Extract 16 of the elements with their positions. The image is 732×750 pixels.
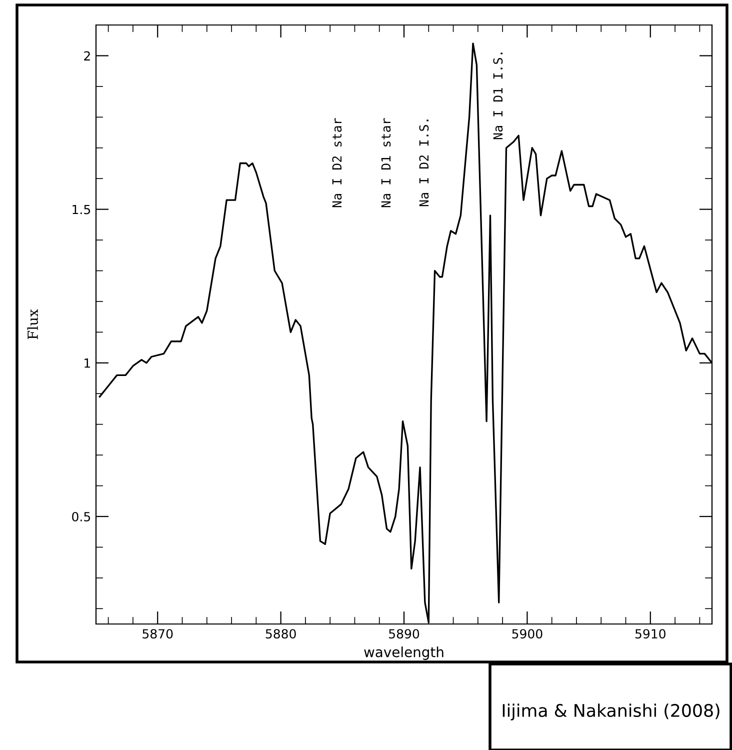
x-tick-label: 5900 — [512, 629, 542, 639]
annotation: Na I D1 star — [381, 118, 391, 208]
x-tick-label: 5890 — [389, 629, 420, 639]
y-tick-label: 1.5 — [72, 204, 90, 214]
y-tick-label: 0.5 — [72, 512, 90, 522]
y-axis-title: Flux — [27, 309, 38, 340]
y-tick-label: 1 — [84, 358, 90, 368]
annotation: Na I D1 I.S. — [493, 52, 503, 140]
text: Iijima & Nakanishi (2008) — [502, 704, 720, 720]
x-tick-label: 5910 — [635, 629, 666, 639]
y-tick-label: 2 — [84, 51, 90, 60]
x-tick-label: 5880 — [266, 629, 296, 639]
annotation: Na I D2 star — [332, 118, 342, 208]
x-axis-title: wavelength — [364, 646, 444, 660]
x-tick-label: 5870 — [142, 629, 173, 639]
annotation: Na I D2 I.S. — [419, 120, 429, 206]
